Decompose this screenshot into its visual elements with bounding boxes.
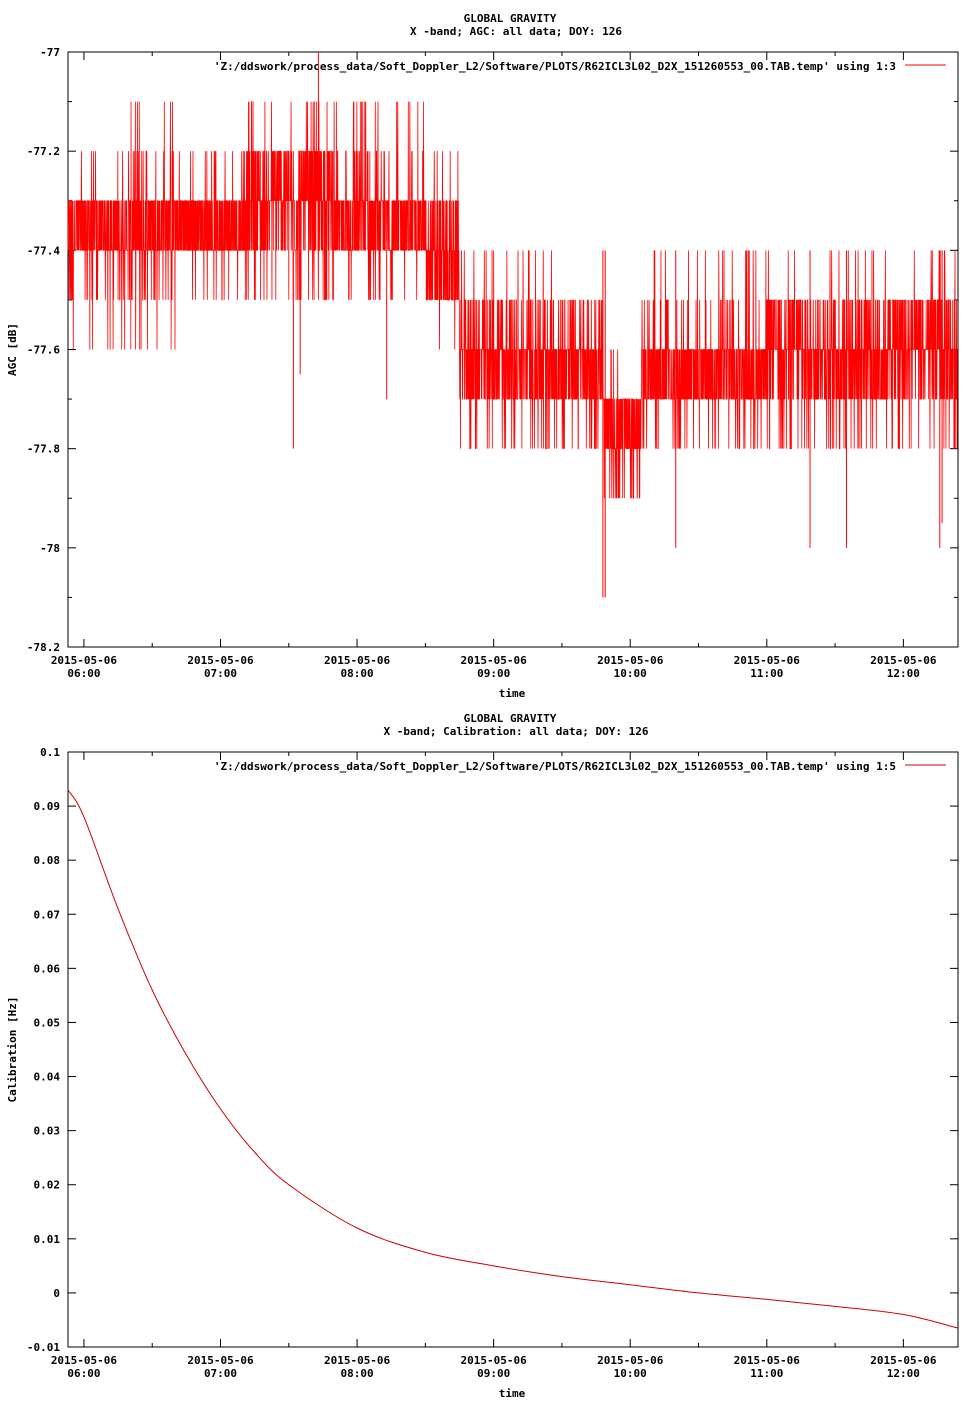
- x-tick-time: 06:00: [67, 667, 100, 680]
- legend-label: 'Z:/ddswork/process_data/Soft_Doppler_L2…: [214, 60, 896, 73]
- legend-label: 'Z:/ddswork/process_data/Soft_Doppler_L2…: [214, 760, 896, 773]
- x-tick-time: 08:00: [341, 667, 374, 680]
- y-tick-label: -78: [40, 542, 60, 555]
- x-axis-label: time: [499, 1387, 526, 1400]
- chart-title: GLOBAL GRAVITY: [464, 12, 557, 25]
- x-tick-date: 2015-05-06: [461, 1354, 528, 1367]
- y-tick-label: -77.4: [27, 244, 60, 257]
- y-tick-label: 0.01: [34, 1233, 61, 1246]
- y-axis-label: AGC [dB]: [6, 323, 19, 376]
- x-tick-time: 12:00: [887, 667, 920, 680]
- agc-series-line: [68, 102, 958, 499]
- plot-frame: [68, 752, 958, 1347]
- x-tick-date: 2015-05-06: [734, 1354, 801, 1367]
- x-tick-time: 11:00: [750, 1367, 783, 1380]
- y-tick-label: -77.2: [27, 145, 60, 158]
- x-tick-date: 2015-05-06: [461, 654, 528, 667]
- chart-subtitle: X -band; AGC: all data; DOY: 126: [410, 25, 622, 38]
- x-tick-date: 2015-05-06: [597, 654, 664, 667]
- x-tick-time: 07:00: [204, 1367, 237, 1380]
- x-tick-date: 2015-05-06: [870, 1354, 937, 1367]
- y-tick-label: 0.07: [34, 908, 61, 921]
- calibration-series-line: [68, 790, 958, 1328]
- y-tick-label: 0.1: [40, 746, 60, 759]
- x-tick-date: 2015-05-06: [187, 1354, 254, 1367]
- y-tick-label: 0.08: [34, 854, 61, 867]
- chart-subtitle: X -band; Calibration: all data; DOY: 126: [384, 725, 649, 738]
- x-tick-date: 2015-05-06: [51, 654, 118, 667]
- y-axis-label: Calibration [Hz]: [6, 997, 19, 1103]
- x-tick-date: 2015-05-06: [597, 1354, 664, 1367]
- x-tick-time: 11:00: [750, 667, 783, 680]
- x-tick-date: 2015-05-06: [324, 654, 391, 667]
- x-tick-time: 10:00: [614, 1367, 647, 1380]
- x-tick-date: 2015-05-06: [734, 654, 801, 667]
- y-tick-label: 0.02: [34, 1179, 61, 1192]
- x-tick-date: 2015-05-06: [187, 654, 254, 667]
- y-tick-label: -77.8: [27, 443, 60, 456]
- y-tick-label: 0.03: [34, 1125, 61, 1138]
- x-tick-date: 2015-05-06: [870, 654, 937, 667]
- x-tick-time: 07:00: [204, 667, 237, 680]
- y-tick-label: 0.05: [34, 1016, 61, 1029]
- x-tick-date: 2015-05-06: [51, 1354, 118, 1367]
- x-tick-time: 09:00: [477, 1367, 510, 1380]
- y-tick-label: -77.6: [27, 344, 60, 357]
- x-axis-label: time: [499, 687, 526, 700]
- y-tick-label: -78.2: [27, 641, 60, 654]
- x-tick-time: 10:00: [614, 667, 647, 680]
- chart-title: GLOBAL GRAVITY: [464, 712, 557, 725]
- y-tick-label: -0.01: [27, 1341, 60, 1354]
- x-tick-time: 06:00: [67, 1367, 100, 1380]
- y-tick-label: 0: [53, 1287, 60, 1300]
- y-tick-label: 0.09: [34, 800, 61, 813]
- x-tick-time: 09:00: [477, 667, 510, 680]
- x-tick-date: 2015-05-06: [324, 1354, 391, 1367]
- y-tick-label: 0.06: [34, 962, 61, 975]
- y-tick-label: 0.04: [34, 1071, 61, 1084]
- x-tick-time: 12:00: [887, 1367, 920, 1380]
- x-tick-time: 08:00: [341, 1367, 374, 1380]
- y-tick-label: -77: [40, 46, 60, 59]
